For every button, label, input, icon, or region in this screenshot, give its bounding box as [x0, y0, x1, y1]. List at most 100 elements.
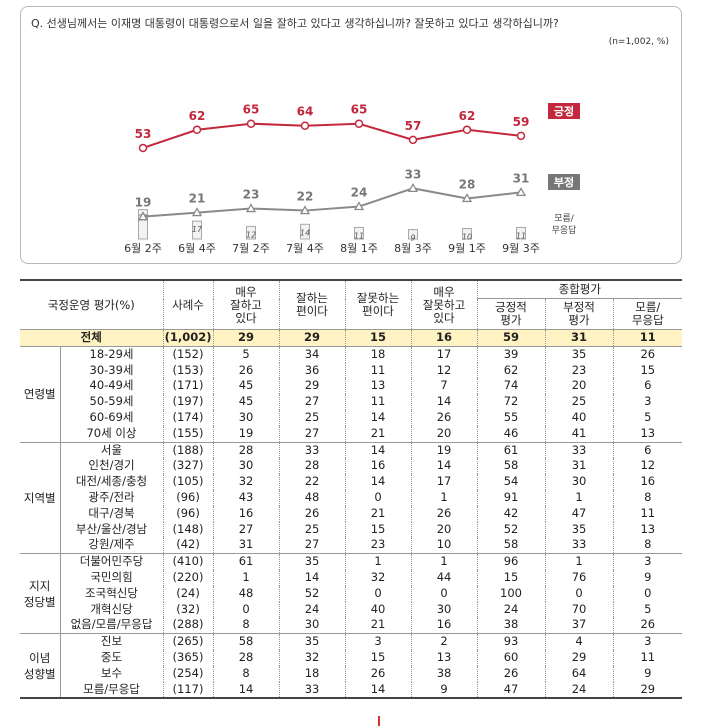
- cell: 100: [476, 585, 546, 602]
- cell: 11: [612, 649, 683, 666]
- cell: 34: [278, 346, 346, 363]
- cell: 26: [476, 665, 546, 682]
- cell: 96: [476, 553, 546, 570]
- cell: 32: [344, 569, 412, 586]
- negative-value-label: 21: [189, 192, 206, 206]
- cell: 26: [612, 346, 683, 363]
- header-negative: 부정적 평가: [544, 298, 614, 330]
- cell: 14: [344, 442, 412, 459]
- cell: 18: [278, 665, 346, 682]
- table-row: 대구/경북 (96) 16 26 21 26 42 47 11: [20, 505, 683, 522]
- table-row: 30-39세 (153) 26 36 11 12 62 23 15: [20, 362, 683, 379]
- cell: 48: [212, 585, 280, 602]
- row-n: (171): [162, 378, 214, 395]
- cell: 43: [212, 489, 280, 506]
- cell: 13: [612, 425, 683, 443]
- row-n: (220): [162, 569, 214, 586]
- cell: 11: [612, 329, 683, 347]
- negative-point: [137, 211, 149, 221]
- dk-bar: [192, 220, 202, 240]
- row-label: 60-69세: [89, 409, 134, 424]
- cell: 37: [544, 617, 614, 635]
- question-text: Q. 선생님께서는 이재명 대통령이 대통령으로서 일을 잘하고 있다고 생각하…: [31, 17, 559, 30]
- cell: 35: [278, 633, 346, 650]
- cell: 17: [410, 346, 478, 363]
- table-row: 모름/무응답 (117) 14 33 14 9 47 24 29: [20, 681, 683, 700]
- row-label: 국민의힘: [90, 569, 133, 584]
- cell: 61: [212, 553, 280, 570]
- row-label: 모름/무응답: [60, 681, 164, 700]
- group-label: 연령별: [20, 346, 61, 443]
- cell: 33: [278, 681, 346, 700]
- cell: 16: [344, 458, 412, 475]
- positive-point: [408, 135, 418, 145]
- cell: 1: [410, 553, 478, 570]
- table-row-total: 전체 (1,002) 29 29 15 16 59 31 11: [20, 329, 683, 347]
- cell: 15: [344, 649, 412, 666]
- cell: 26: [410, 409, 478, 426]
- dk-bar: [354, 226, 364, 240]
- row-label: 18-29세: [89, 346, 134, 361]
- cell: 44: [410, 569, 478, 586]
- header-positive: 긍정적 평가: [476, 298, 546, 330]
- row-n: (288): [162, 617, 214, 635]
- evaluation-table: 국정운영 평가(%) 사례수 매우 잘하고 있다 잘하는 편이다 잘못하는 편이…: [20, 279, 683, 700]
- cell: 19: [410, 442, 478, 459]
- cell: 30: [212, 458, 280, 475]
- header-good: 잘하는 편이다: [278, 279, 346, 330]
- row-n: (1,002): [162, 329, 214, 347]
- row-label: 더불어민주당: [79, 554, 144, 569]
- cell: 15: [344, 329, 412, 347]
- cell: 1: [544, 553, 614, 570]
- cell: 23: [544, 362, 614, 379]
- row-n: (254): [162, 665, 214, 682]
- positive-value-label: 64: [297, 105, 314, 119]
- row-n: (188): [162, 442, 214, 459]
- row-n: (105): [162, 474, 214, 490]
- row-n: (410): [162, 553, 214, 570]
- cell: 58: [212, 633, 280, 650]
- group-label: 지역별: [20, 442, 61, 555]
- cell: 20: [410, 521, 478, 538]
- header-title: 국정운영 평가(%): [20, 279, 164, 330]
- row-label: 대전/세종/충청: [75, 474, 148, 489]
- positive-point: [246, 119, 256, 128]
- row-label: 중도: [100, 649, 123, 664]
- row-n: (197): [162, 394, 214, 410]
- table-row: 대전/세종/충청 (105) 32 22 14 17 54 30 16: [20, 474, 683, 490]
- cell: 5: [612, 409, 683, 426]
- cell: 27: [278, 394, 346, 410]
- cell: 16: [410, 617, 478, 635]
- positive-value-label: 65: [351, 103, 368, 117]
- positive-value-label: 59: [513, 115, 530, 129]
- cell: 25: [544, 394, 614, 410]
- cell: 5: [212, 346, 280, 363]
- dk-value-label: 11: [354, 231, 364, 240]
- legend-negative-box: [548, 174, 580, 190]
- cell: 24: [544, 681, 614, 700]
- x-tick-label: 8월 1주: [340, 242, 378, 255]
- cell: 0: [410, 585, 478, 602]
- row-label: 서울: [100, 442, 123, 457]
- cell: 5: [612, 601, 683, 618]
- cell: 23: [344, 537, 412, 555]
- cell: 32: [212, 474, 280, 490]
- cell: 62: [476, 362, 546, 379]
- cell: 14: [278, 569, 346, 586]
- cell: 9: [612, 665, 683, 682]
- cell: 39: [476, 346, 546, 363]
- cell: 26: [410, 505, 478, 522]
- cell: 15: [612, 362, 683, 379]
- positive-point: [516, 131, 526, 141]
- cell: 29: [544, 649, 614, 666]
- table-row: 40-49세 (171) 45 29 13 7 74 20 6: [20, 378, 683, 395]
- table-row: 개혁신당 (32) 0 24 40 30 24 70 5: [20, 601, 683, 618]
- positive-series-line: [142, 122, 522, 149]
- cell: 58: [476, 458, 546, 475]
- cell: 8: [212, 665, 280, 682]
- cell: 21: [344, 617, 412, 635]
- row-label: 대구/경북: [88, 505, 135, 520]
- cell: 11: [344, 362, 412, 379]
- row-label: 광주/전라: [88, 489, 135, 504]
- cell: 26: [344, 665, 412, 682]
